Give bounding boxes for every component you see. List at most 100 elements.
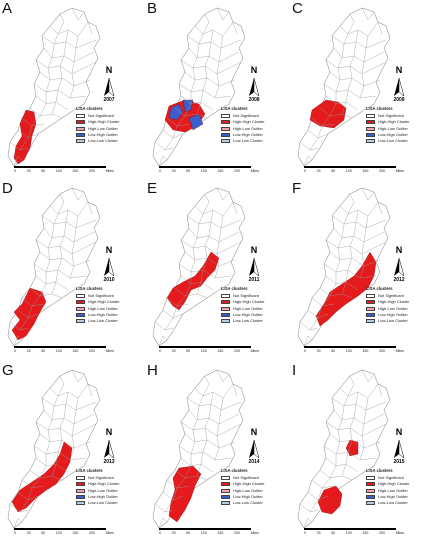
lisa-legend: LISA clusters Not Significant High-High Cl…: [221, 286, 265, 324]
legend-label: High-Low Outlier: [88, 305, 118, 311]
scale-bar: 0 25 50 100 150 200 Miles: [304, 528, 404, 535]
province-map: [152, 7, 260, 167]
legend-item: Not Significant: [366, 113, 410, 119]
legend-swatch: [76, 114, 85, 119]
north-arrow-icon: [394, 258, 399, 276]
map-panel-h: H N 2014 LISA clusters Not Significant High-H…: [145, 362, 283, 540]
county-boundary: [158, 517, 168, 529]
county-boundary: [359, 397, 369, 461]
legend-swatch: [76, 294, 85, 299]
scale-bar: 0 25 50 100 150 200 Miles: [159, 346, 259, 353]
scale-bar: 0 25 50 100 150 200 Miles: [14, 166, 114, 173]
legend-item: High-High Cluster: [76, 119, 120, 125]
north-arrow-icon: [394, 440, 399, 458]
legend-item: High-Low Outlier: [221, 126, 265, 132]
legend-item: Low-High Outlier: [221, 132, 265, 138]
legend-swatch: [76, 126, 85, 131]
map-panel-e: E N 2011 LISA clusters Not Significant High-H…: [145, 180, 283, 358]
county-boundary: [19, 33, 59, 151]
legend-item: Not Significant: [221, 113, 265, 119]
legend-title: LISA clusters: [366, 106, 393, 111]
map-panel-d: D N 2010 LISA clusters Not Significant High-H…: [0, 180, 138, 358]
year-label: 2010: [103, 277, 115, 283]
county-boundary: [87, 21, 93, 35]
county-boundary: [347, 375, 355, 397]
scale-tick-label: 0: [304, 169, 306, 173]
year-label: 2009: [393, 97, 405, 103]
legend-title: LISA clusters: [366, 286, 393, 291]
high-high-cluster-region: [11, 287, 47, 341]
year-label: 2011: [248, 277, 260, 283]
legend-label: Low-High Outlier: [88, 131, 118, 137]
legend-label: Low-High Outlier: [378, 311, 408, 317]
scale-tick-label: 50: [331, 349, 336, 353]
county-boundary: [158, 155, 168, 167]
legend-label: Low-High Outlier: [233, 493, 263, 499]
lisa-legend: LISA clusters Not Significant High-High Cl…: [76, 286, 120, 324]
legend-label: High-Low Outlier: [378, 125, 408, 131]
legend-swatch: [366, 114, 375, 119]
north-indicator: N: [245, 246, 263, 255]
north-indicator: N: [245, 66, 263, 75]
legend-title: LISA clusters: [76, 468, 103, 473]
legend-title: LISA clusters: [76, 286, 103, 291]
county-boundary: [57, 193, 65, 215]
lisa-legend: LISA clusters Not Significant High-High Cl…: [221, 468, 265, 506]
county-boundary: [13, 335, 23, 347]
province-map: [297, 369, 405, 529]
legend-item: High-High Cluster: [366, 119, 410, 125]
map-panel-a: A N 2007 LISA clusters Not Significant High-H…: [0, 0, 138, 178]
north-arrow-icon: [108, 77, 115, 97]
map-panel-f: F N 2012 LISA clusters Not Significant High-H…: [290, 180, 428, 358]
legend-label: Not Significant: [378, 475, 404, 481]
legend-item: Low-High Outlier: [221, 494, 265, 500]
county-boundary: [319, 469, 353, 481]
north-indicator: N: [390, 428, 408, 437]
legend-label: Low-Low Cluster: [378, 499, 408, 505]
scale-unit: Miles: [105, 531, 114, 535]
scale-tick-label: 150: [72, 531, 79, 535]
panel-letter: B: [147, 0, 158, 17]
north-arrow-icon: [104, 258, 109, 276]
legend-label: Low-Low Cluster: [233, 317, 263, 323]
north-arrow-icon: [249, 258, 254, 276]
province-map: [297, 7, 405, 167]
county-boundary: [87, 383, 93, 397]
north-label: N: [250, 427, 258, 437]
county-boundary: [13, 517, 23, 529]
legend-item: Not Significant: [366, 475, 410, 481]
legend-item: Low-High Outlier: [221, 312, 265, 318]
county-boundary: [347, 13, 355, 35]
scale-tick-label: 25: [316, 531, 321, 535]
year-label: 2007: [103, 97, 115, 103]
legend-label: Low-Low Cluster: [88, 317, 118, 323]
legend-label: High-High Cluster: [233, 481, 265, 487]
legend-swatch: [76, 319, 85, 324]
county-boundary: [202, 13, 210, 35]
legend-label: Low-High Outlier: [378, 493, 408, 499]
legend-label: High-Low Outlier: [233, 125, 263, 131]
north-indicator: N: [100, 428, 118, 437]
legend-item: High-Low Outlier: [366, 126, 410, 132]
scale-bar: 0 25 50 100 150 200 Miles: [304, 346, 404, 353]
high-high-cluster-region: [168, 465, 202, 523]
high-high-cluster-region: [345, 439, 359, 457]
scale-tick-label: 100: [55, 531, 62, 535]
county-boundary: [69, 35, 79, 99]
county-boundary: [303, 335, 313, 347]
legend-item: Not Significant: [76, 293, 120, 299]
legend-label: Low-High Outlier: [378, 131, 408, 137]
legend-label: Low-High Outlier: [233, 131, 263, 137]
north-arrow-icon: [253, 439, 260, 459]
province-map: [7, 187, 115, 347]
north-label: N: [395, 427, 403, 437]
legend-label: Low-High Outlier: [88, 311, 118, 317]
scale-tick-label: 25: [316, 349, 321, 353]
county-boundary: [174, 287, 208, 299]
lisa-legend: LISA clusters Not Significant High-High Cl…: [221, 106, 265, 144]
county-boundary: [19, 395, 59, 513]
legend-item: High-Low Outlier: [366, 488, 410, 494]
legend-item: High-Low Outlier: [221, 488, 265, 494]
scale-tick-label: 0: [304, 531, 306, 535]
legend-item: High-High Cluster: [76, 481, 120, 487]
